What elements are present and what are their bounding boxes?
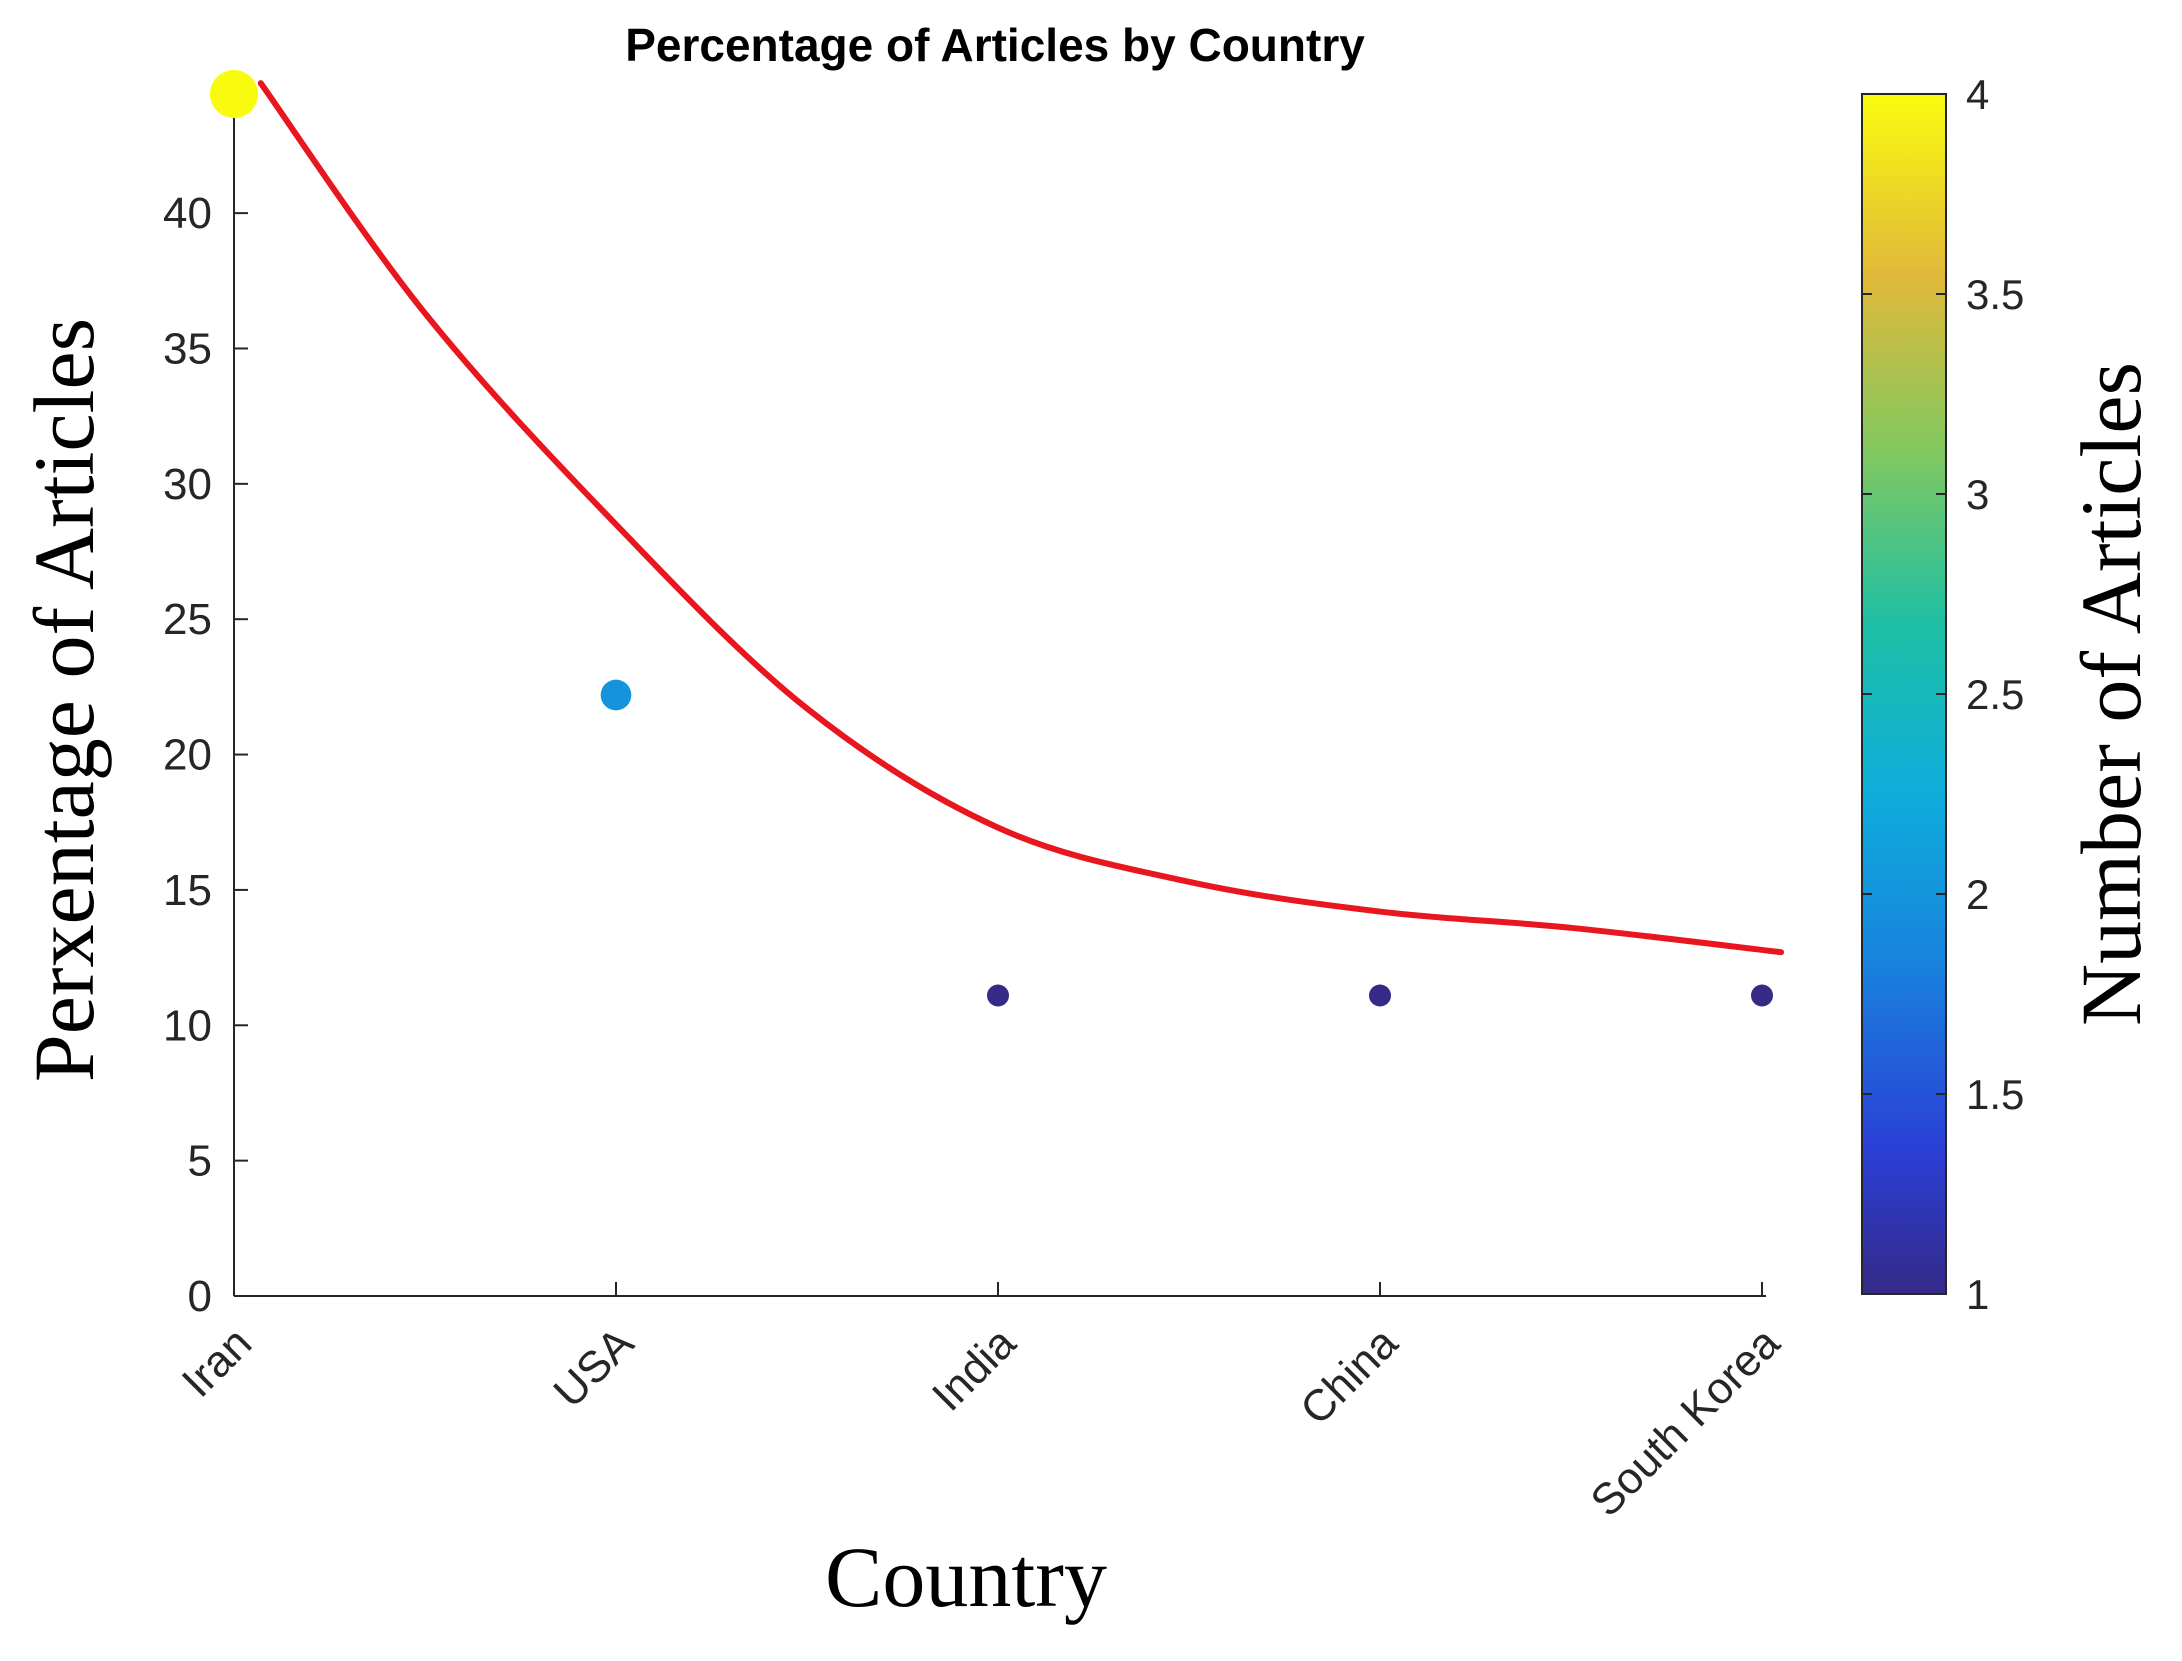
data-points <box>210 70 1773 1007</box>
x-tick-label: USA <box>544 1318 643 1417</box>
y-ticks: 0 5 10 15 20 25 30 35 40 <box>163 189 248 1321</box>
x-ticks: Iran USA India China South Korea <box>173 1282 1789 1526</box>
colorbar-tick-label: 3 <box>1966 471 1989 518</box>
x-tick-label: India <box>923 1318 1025 1420</box>
colorbar-tick-label: 1.5 <box>1966 1071 2024 1118</box>
y-tick-label: 35 <box>163 324 212 373</box>
y-tick-label: 40 <box>163 189 212 238</box>
colorbar-ticks: 1 1.5 2 2.5 3 3.5 4 <box>1862 71 2024 1318</box>
plot-area: 0 5 10 15 20 25 30 35 40 Iran USA India China South … <box>163 70 1789 1526</box>
data-point <box>1751 984 1773 1007</box>
y-tick-label: 15 <box>163 866 212 915</box>
colorbar: 1 1.5 2 2.5 3 3.5 4 <box>1861 71 2024 1318</box>
y-axis-label: Perxentage of Articles <box>16 318 112 1082</box>
colorbar-label: Number of Articles <box>2063 362 2159 1026</box>
y-tick-label: 20 <box>163 731 212 780</box>
colorbar-tick-label: 3.5 <box>1966 271 2024 318</box>
colorbar-tick-label: 4 <box>1966 71 1989 118</box>
x-tick-label: China <box>1291 1318 1407 1434</box>
colorbar-tick-label: 2 <box>1966 871 1989 918</box>
x-tick-label: Iran <box>173 1318 261 1406</box>
colorbar-gradient <box>1861 93 1947 1295</box>
data-point <box>1369 984 1391 1007</box>
trend-line <box>257 80 1785 956</box>
colorbar-tick-label: 2.5 <box>1966 671 2024 718</box>
y-tick-label: 10 <box>163 1001 212 1050</box>
y-tick-label: 30 <box>163 460 212 509</box>
data-point <box>210 70 258 118</box>
y-tick-label: 25 <box>163 595 212 644</box>
y-tick-label: 5 <box>188 1137 212 1186</box>
x-tick-label: South Korea <box>1581 1318 1789 1526</box>
colorbar-tick-label: 1 <box>1966 1271 1989 1318</box>
y-tick-label: 0 <box>188 1272 212 1321</box>
data-point <box>987 984 1009 1007</box>
data-point <box>600 679 632 711</box>
chart-title: Percentage of Articles by Country <box>625 19 1365 71</box>
x-axis-label: Country <box>825 1529 1107 1625</box>
